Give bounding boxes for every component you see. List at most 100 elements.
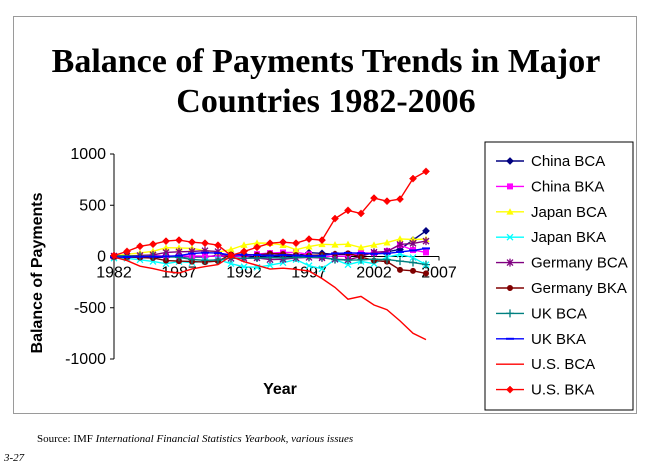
data-point-u-s-bka <box>123 247 131 256</box>
data-point-japan-bca <box>253 239 261 246</box>
legend-label-uk-bka: UK BKA <box>531 331 586 348</box>
data-point-japan-bca <box>331 241 339 248</box>
legend-label-germany-bka: Germany BKA <box>531 280 627 297</box>
legend-marker-china-bca <box>506 157 514 165</box>
data-point-u-s-bka <box>266 239 274 248</box>
data-point-uk-bca <box>396 257 404 266</box>
x-tick-label: 2002 <box>356 265 392 282</box>
legend-label-u-s-bca: U.S. BCA <box>531 356 595 373</box>
legend-marker-china-bka <box>507 183 513 190</box>
data-point-uk-bca <box>383 255 391 264</box>
y-tick-label: -500 <box>74 300 106 317</box>
data-point-u-s-bka <box>305 235 313 244</box>
legend-marker-u-s-bka <box>506 385 514 394</box>
data-point-u-s-bka <box>396 195 404 204</box>
data-point-u-s-bka <box>175 236 183 245</box>
data-point-germany-bka <box>423 270 429 277</box>
data-point-japan-bca <box>383 238 391 246</box>
data-point-u-s-bka <box>331 214 339 223</box>
x-tick-label: 1992 <box>226 265 262 282</box>
series-line-u-s-bca <box>113 255 427 341</box>
legend-label-china-bka: China BKA <box>531 178 604 195</box>
chart-frame: Balance of Payments Trends in Major Coun… <box>13 16 637 414</box>
data-point-japan-bca <box>227 245 235 253</box>
data-point-japan-bka <box>344 261 352 269</box>
source-publication: International Financial Statistics Yearb… <box>95 433 354 445</box>
legend: China BCA China BKA Japan BCA Japan BKA Germ… <box>496 153 628 399</box>
data-point-japan-bca <box>370 241 378 248</box>
data-point-u-s-bka <box>344 206 352 215</box>
data-point-u-s-bka <box>110 251 118 260</box>
data-point-japan-bka <box>305 262 313 270</box>
x-tick-label: 1997 <box>291 265 327 282</box>
legend-label-germany-bca: Germany BCA <box>531 255 628 272</box>
data-point-japan-bca <box>357 243 365 251</box>
data-point-japan-bka <box>266 261 274 269</box>
data-point-u-s-bka <box>253 243 261 252</box>
data-point-u-s-bka <box>149 240 157 249</box>
data-point-japan-bca <box>305 242 313 250</box>
data-point-germany-bca <box>409 239 417 248</box>
data-point-china-bka <box>202 253 208 260</box>
y-tick-label: -1000 <box>65 351 106 368</box>
legend-label-japan-bca: Japan BCA <box>531 204 607 221</box>
data-point-china-bka <box>423 249 429 256</box>
legend-label-u-s-bka: U.S. BKA <box>531 382 594 399</box>
data-point-japan-bka <box>240 263 248 271</box>
data-point-u-s-bka <box>227 251 235 260</box>
legend-label-japan-bka: Japan BKA <box>531 229 606 246</box>
data-point-u-s-bka <box>409 174 417 183</box>
data-point-uk-bca <box>201 256 209 265</box>
source-prefix: Source: IMF <box>37 433 96 445</box>
data-point-japan-bka <box>409 254 417 261</box>
data-point-uk-bca <box>175 253 183 262</box>
data-point-uk-bca <box>344 256 352 265</box>
y-tick-label: 500 <box>79 197 106 214</box>
y-tick-label: 0 <box>97 249 106 266</box>
data-point-japan-bca <box>240 241 248 248</box>
data-point-japan-bca <box>344 240 352 248</box>
data-point-u-s-bka <box>318 236 326 245</box>
chart-title-line-2: Countries 1982-2006 <box>176 83 475 120</box>
legend-marker-uk-bca <box>506 309 514 318</box>
data-point-uk-bca <box>409 258 417 267</box>
data-point-germany-bca <box>396 240 404 249</box>
data-point-germany-bka <box>410 267 416 274</box>
data-point-germany-bca <box>422 237 430 246</box>
data-point-u-s-bka <box>422 167 430 176</box>
x-tick-label: 2007 <box>421 265 457 282</box>
data-point-uk-bca <box>331 255 339 264</box>
data-point-u-s-bka <box>383 197 391 206</box>
data-point-japan-bca <box>396 235 404 242</box>
data-point-u-s-bka <box>188 238 196 247</box>
data-point-uk-bca <box>422 260 430 269</box>
data-point-japan-bka <box>318 265 326 273</box>
legend-label-uk-bca: UK BCA <box>531 305 587 322</box>
data-point-uk-bca <box>188 255 196 264</box>
data-point-u-s-bka <box>136 242 144 251</box>
data-point-china-bca <box>422 226 430 235</box>
slide-number: 3-27 <box>4 452 25 464</box>
data-point-u-s-bka <box>370 194 378 203</box>
source-note: Source: IMF International Financial Stat… <box>37 433 353 445</box>
chart-svg: Balance of Payments Trends in Major Coun… <box>29 43 634 411</box>
legend-marker-germany-bka <box>507 285 513 291</box>
data-point-u-s-bka <box>279 238 287 247</box>
data-point-japan-bka <box>227 260 235 268</box>
data-point-uk-bca <box>305 253 313 262</box>
data-point-uk-bca <box>357 255 365 264</box>
data-point-uk-bca <box>370 255 378 264</box>
data-point-u-s-bka <box>292 239 300 248</box>
legend-marker-japan-bka <box>506 233 514 241</box>
data-point-uk-bca <box>214 255 222 264</box>
legend-marker-germany-bca <box>506 258 514 267</box>
y-tick-label: 1000 <box>70 146 106 163</box>
x-tick-label: 1982 <box>96 265 132 282</box>
legend-marker-japan-bca <box>506 208 514 215</box>
data-point-u-s-bka <box>357 209 365 218</box>
chart-title-line-1: Balance of Payments Trends in Major <box>52 43 601 80</box>
x-axis-title: Year <box>263 381 297 398</box>
data-point-japan-bca <box>162 244 170 251</box>
data-point-u-s-bka <box>240 247 248 256</box>
